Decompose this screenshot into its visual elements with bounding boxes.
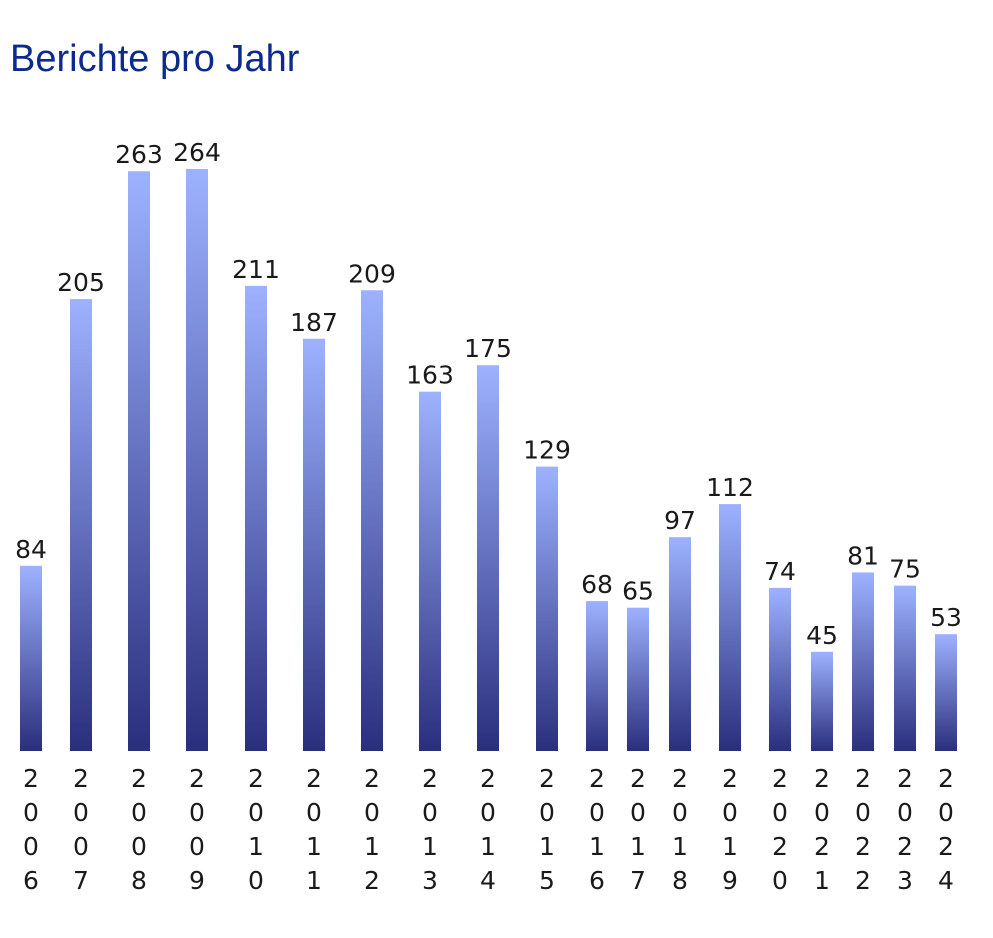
bar-2023	[894, 585, 916, 751]
bar-2017	[627, 607, 649, 751]
data-label-2017: 65	[622, 577, 654, 606]
bar-2007	[70, 299, 92, 751]
bar-2011	[303, 338, 325, 751]
data-label-2011: 187	[290, 308, 338, 337]
data-label-2015: 129	[523, 436, 571, 465]
bars-layer	[20, 169, 957, 752]
bar-2016	[586, 601, 608, 751]
data-label-2009: 264	[173, 138, 221, 167]
data-label-2024: 53	[930, 603, 962, 632]
data-label-2008: 263	[115, 140, 163, 169]
bar-2018	[669, 537, 691, 751]
data-label-2013: 163	[406, 361, 454, 390]
data-labels-layer: 84 205 263 264 211 187 209 163 175 129 68 65 97 112 74…	[15, 138, 962, 650]
data-label-2023: 75	[889, 555, 921, 584]
bar-2010	[245, 285, 267, 751]
data-label-2019: 112	[706, 473, 754, 502]
bar-2008	[128, 171, 150, 752]
bar-2009	[186, 169, 208, 751]
chart-title: Berichte pro Jahr	[10, 38, 300, 80]
data-label-2022: 81	[847, 541, 879, 570]
bar-2019	[719, 504, 741, 751]
bar-2020	[769, 587, 791, 751]
data-label-2007: 205	[57, 268, 105, 297]
bar-2014	[477, 365, 499, 751]
data-label-2018: 97	[664, 506, 696, 535]
data-label-2020: 74	[764, 557, 796, 586]
data-label-2014: 175	[464, 334, 512, 363]
bar-2013	[419, 391, 441, 751]
data-label-2010: 211	[232, 255, 280, 284]
bar-2022	[852, 572, 874, 751]
data-label-2012: 209	[348, 259, 396, 288]
data-label-2016: 68	[581, 570, 613, 599]
data-label-2006: 84	[15, 535, 47, 564]
bar-2021	[811, 651, 833, 751]
bar-2024	[935, 634, 957, 751]
data-label-2021: 45	[806, 621, 838, 650]
bar-2015	[536, 466, 558, 751]
bar-2006	[20, 565, 42, 751]
bar-2012	[361, 290, 383, 751]
x-axis-ticks: 2 0 0 6 2 0 0 7 2 0 0 8 2 0 0 9 2 0 1 0 2 0 1 1 2 0 1 2 2 0 1 3 2 0 1 4 2 0 1 5…	[23, 764, 954, 895]
